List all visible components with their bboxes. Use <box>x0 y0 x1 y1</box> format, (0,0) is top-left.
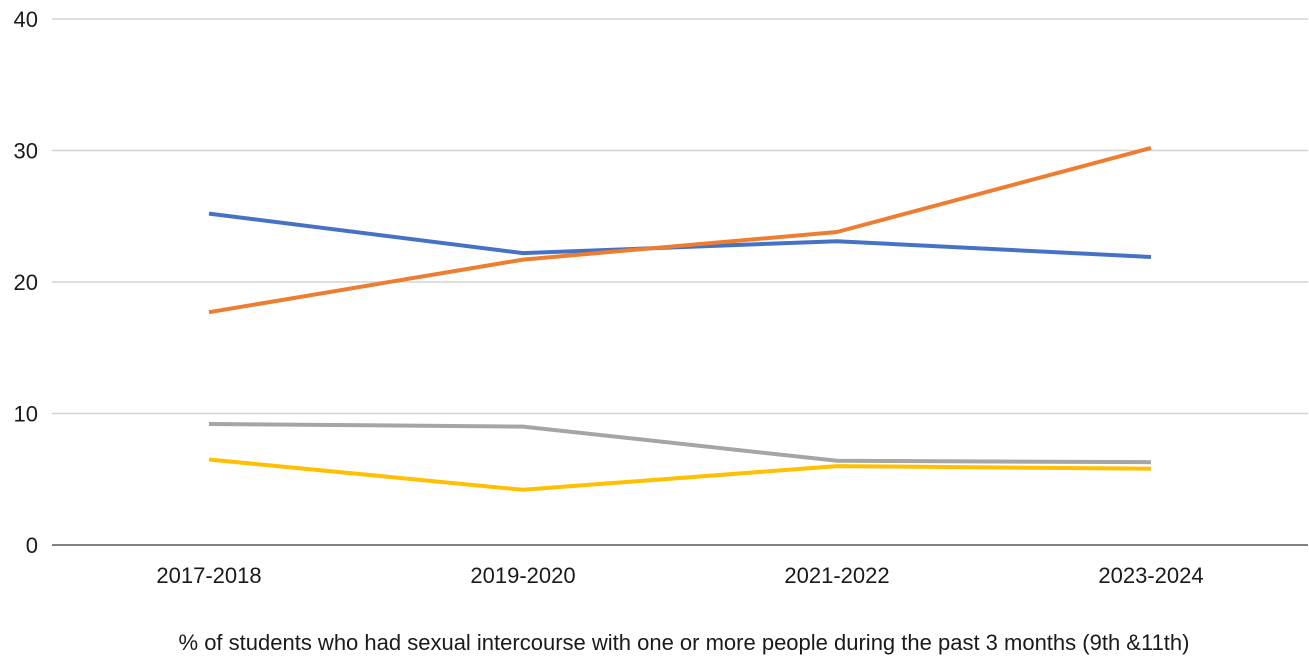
x-axis-ticks: 2017-2018 2019-2020 2021-2022 2023-2024 <box>156 563 1203 588</box>
series-lines <box>208 145 1152 492</box>
y-tick-label: 30 <box>14 139 38 164</box>
x-tick-label: 2019-2020 <box>470 563 575 588</box>
x-axis-label: % of students who had sexual intercourse… <box>179 630 1190 655</box>
x-tick-label: 2023-2024 <box>1098 563 1203 588</box>
y-tick-label: 0 <box>26 533 38 558</box>
y-axis-ticks: 0 10 20 30 40 <box>14 7 38 558</box>
series-line-3 <box>208 422 1152 465</box>
y-tick-label: 10 <box>14 402 38 427</box>
x-tick-label: 2017-2018 <box>156 563 261 588</box>
y-tick-label: 20 <box>14 270 38 295</box>
series-line-4 <box>208 457 1152 492</box>
x-tick-label: 2021-2022 <box>784 563 889 588</box>
y-tick-label: 40 <box>14 7 38 32</box>
series-line-1 <box>208 211 1152 259</box>
series-line-2 <box>208 145 1152 315</box>
gridlines <box>52 18 1308 415</box>
